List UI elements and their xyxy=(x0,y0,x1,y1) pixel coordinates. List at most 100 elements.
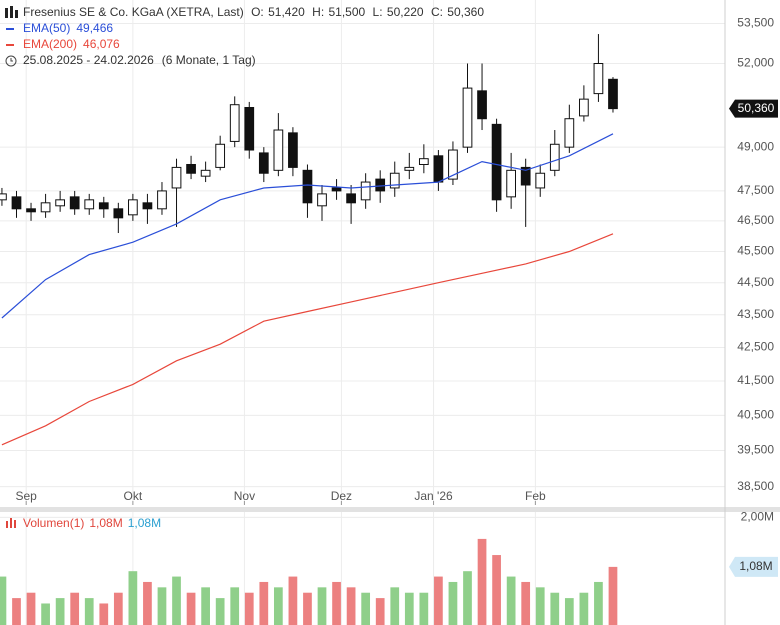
volume-bar xyxy=(288,576,298,625)
legend-name: EMA(50) xyxy=(23,21,70,35)
volume-bar xyxy=(230,587,240,625)
y-tick-label: 39,500 xyxy=(737,443,774,457)
candle-body xyxy=(186,163,196,174)
volume-bar xyxy=(317,587,327,625)
y-tick-label: 49,000 xyxy=(737,139,774,153)
period: (6 Monate, 1 Tag) xyxy=(162,53,256,67)
legend-swatch xyxy=(6,28,14,30)
candle-body xyxy=(142,202,153,210)
candle-body xyxy=(535,172,546,189)
volume-icon xyxy=(6,521,8,528)
candle-body xyxy=(506,169,517,198)
candle-body xyxy=(302,169,313,204)
candle-body xyxy=(244,106,255,151)
candle-body xyxy=(258,152,269,174)
volume-bar xyxy=(346,587,356,625)
volume-bar xyxy=(303,592,312,625)
candle-body xyxy=(288,132,298,168)
legend-name: EMA(200) xyxy=(23,37,77,51)
volume-bar xyxy=(332,581,341,625)
ohlc-value: 51,500 xyxy=(329,5,366,19)
x-tick-label: Feb xyxy=(525,489,546,503)
candle-body xyxy=(273,129,284,171)
y-tick-label: 44,500 xyxy=(737,275,774,289)
x-tick-label: Jan '26 xyxy=(414,489,453,503)
candle-body xyxy=(98,202,109,210)
x-tick-label: Dez xyxy=(331,489,352,503)
candle-body xyxy=(128,199,138,216)
y-tick-label: 43,500 xyxy=(737,307,774,321)
y-tick-label: 52,000 xyxy=(737,56,774,70)
candle-body xyxy=(11,196,22,210)
volume-bar xyxy=(477,538,487,625)
volume-bar xyxy=(535,587,545,625)
volume-bar xyxy=(463,571,472,625)
legend-swatch xyxy=(6,44,14,46)
volume-marker xyxy=(729,556,778,577)
legend-value: 46,076 xyxy=(83,37,120,51)
candle-body xyxy=(157,190,167,210)
volume-bar xyxy=(506,576,516,625)
volume-bar xyxy=(273,587,283,625)
volume-bar xyxy=(259,581,269,625)
volume-bar xyxy=(550,592,560,625)
candle-body xyxy=(593,63,604,95)
y-tick-label: 38,500 xyxy=(737,479,774,493)
candle-body xyxy=(215,143,226,168)
volume-bar xyxy=(404,592,414,625)
volume-bar xyxy=(521,581,531,625)
y-tick-label: 42,500 xyxy=(737,340,774,354)
candle-body xyxy=(491,123,502,201)
volume-bar xyxy=(434,576,443,625)
ohlc-value: 50,360 xyxy=(447,5,484,19)
volume-bar xyxy=(492,555,501,625)
panel-separator xyxy=(0,507,780,512)
volume-bar xyxy=(99,603,109,625)
header-line: Fresenius SE & Co. KGaA (XETRA, Last) O:… xyxy=(23,5,484,19)
legend: Fresenius SE & Co. KGaA (XETRA, Last) O:… xyxy=(5,5,484,530)
ohlc-name: L: xyxy=(373,5,383,19)
ohlc-value: 51,420 xyxy=(268,5,305,19)
candle-body xyxy=(389,172,400,189)
volume-icon xyxy=(14,520,16,528)
volume-bar xyxy=(361,592,371,625)
volume-legend: Volumen(1) 1,08M 1,08M xyxy=(23,516,161,530)
chart-icon xyxy=(5,8,8,18)
volume-bar xyxy=(172,576,181,625)
volume-bar xyxy=(0,576,7,625)
clock-icon xyxy=(10,58,13,62)
y-tick-label: 46,500 xyxy=(737,213,774,227)
volume-bar xyxy=(201,587,210,625)
axes: 53,500 52,000 49,000 47,500 46,500 45,500 44,5… xyxy=(16,16,778,577)
legend-entry: EMA(50) 49,466 xyxy=(23,21,113,35)
volume-bar xyxy=(579,592,589,625)
ema-line xyxy=(1,133,614,319)
y-tick-label: 47,500 xyxy=(737,183,774,197)
candle-body xyxy=(229,104,240,142)
volume-bar xyxy=(375,598,385,625)
ohlc-name: C: xyxy=(431,5,443,19)
candle-body xyxy=(404,166,415,171)
candle-body xyxy=(549,143,560,171)
candle-body xyxy=(375,178,386,192)
candle-body xyxy=(462,87,473,148)
y-tick-label: 41,500 xyxy=(737,373,774,387)
volume-bar xyxy=(41,603,50,625)
volume-bar xyxy=(157,587,167,625)
chart-icon xyxy=(10,6,13,18)
candle-body xyxy=(331,187,342,192)
candle-body xyxy=(200,169,211,177)
ema-line xyxy=(1,233,614,446)
volume-bar xyxy=(594,581,603,625)
plot xyxy=(0,34,618,625)
volume-bar xyxy=(55,598,65,625)
candle-body xyxy=(69,196,80,210)
volume-bar xyxy=(448,581,458,625)
volume-bar xyxy=(564,598,574,625)
candle-body xyxy=(520,166,531,186)
candle-body xyxy=(84,199,95,210)
volume-last-label: 1,08M xyxy=(739,559,772,573)
